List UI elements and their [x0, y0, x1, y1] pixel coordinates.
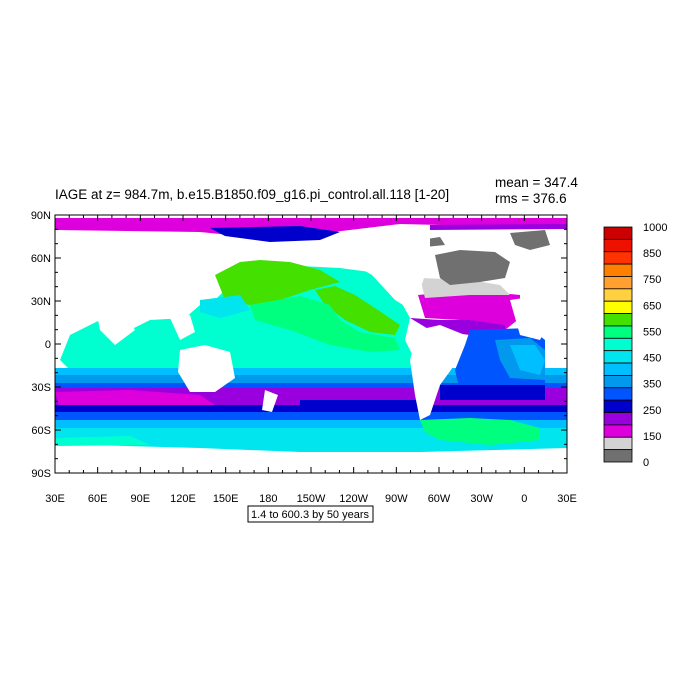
lon-label: 0 — [521, 493, 527, 505]
ocean-age-field — [55, 215, 567, 473]
colorbar-swatch — [603, 251, 633, 265]
lat-label: 30N — [31, 296, 51, 308]
mean-stat: mean = 347.4 — [495, 175, 578, 190]
colorbar-swatch — [603, 276, 633, 290]
contour-info-text: 1.4 to 600.3 by 50 years — [251, 509, 370, 521]
colorbar-swatch — [603, 424, 633, 438]
lon-label: 90W — [385, 493, 408, 505]
lon-label: 30W — [470, 493, 493, 505]
colorbar-swatch — [603, 300, 633, 314]
lat-label: 0 — [45, 339, 51, 351]
colorbar-swatch — [603, 387, 633, 401]
lon-label: 30E — [45, 493, 65, 505]
lat-label: 60N — [31, 253, 51, 265]
colorbar-swatch — [603, 263, 633, 277]
colorbar-swatch — [603, 436, 633, 451]
lat-label: 60S — [31, 425, 51, 437]
longitude-axis: 30E 60E 90E 120E 150E 180 150W 120W 90W 60W 30W 0 30… — [45, 215, 577, 505]
colorbar-label: 450 — [643, 353, 661, 365]
colorbar-label: 350 — [643, 379, 661, 391]
colorbar-swatch — [603, 362, 633, 376]
lon-label: 60E — [88, 493, 108, 505]
colorbar-label: 750 — [643, 274, 661, 286]
lon-label: 150W — [297, 493, 326, 505]
plot-title: IAGE at z= 984.7m, b.e15.B1850.f09_g16.p… — [55, 187, 449, 202]
colorbar-swatch — [603, 337, 633, 352]
lon-label: 120E — [170, 493, 196, 505]
colorbar-swatch — [603, 399, 633, 413]
lon-label: 120W — [339, 493, 368, 505]
lon-label: 30E — [557, 493, 577, 505]
colorbar-swatch — [603, 313, 633, 327]
lon-label: 150E — [213, 493, 239, 505]
contour-info-box: 1.4 to 600.3 by 50 years — [247, 505, 374, 523]
colorbar-label: 0 — [643, 457, 649, 469]
latitude-axis: 90N 60N 30N 0 30S 60S 90S — [31, 210, 567, 480]
colorbar-swatch — [603, 288, 633, 302]
rms-stat: rms = 376.6 — [495, 191, 567, 206]
lon-label: 90E — [131, 493, 151, 505]
lat-label: 30S — [31, 382, 51, 394]
colorbar-label: 850 — [643, 248, 661, 260]
colorbar-label: 250 — [643, 405, 661, 417]
colorbar-label: 150 — [643, 431, 661, 443]
colorbar-swatch — [603, 412, 633, 426]
colorbar-swatch — [603, 325, 633, 339]
colorbar-swatch — [603, 350, 633, 364]
colorbar-swatch — [603, 238, 633, 253]
colorbar-swatch — [603, 226, 633, 240]
colorbar-label: 650 — [643, 300, 661, 312]
colorbar: 1000 850 750 650 550 450 350 250 150 0 — [603, 222, 667, 469]
lon-label: 60W — [428, 493, 451, 505]
colorbar-swatch — [603, 375, 633, 389]
lon-label: 180 — [259, 493, 277, 505]
lat-label: 90N — [31, 210, 51, 222]
colorbar-label: 550 — [643, 326, 661, 338]
colorbar-swatch — [603, 449, 633, 463]
lat-label: 90S — [31, 468, 51, 480]
colorbar-label: 1000 — [643, 222, 667, 234]
